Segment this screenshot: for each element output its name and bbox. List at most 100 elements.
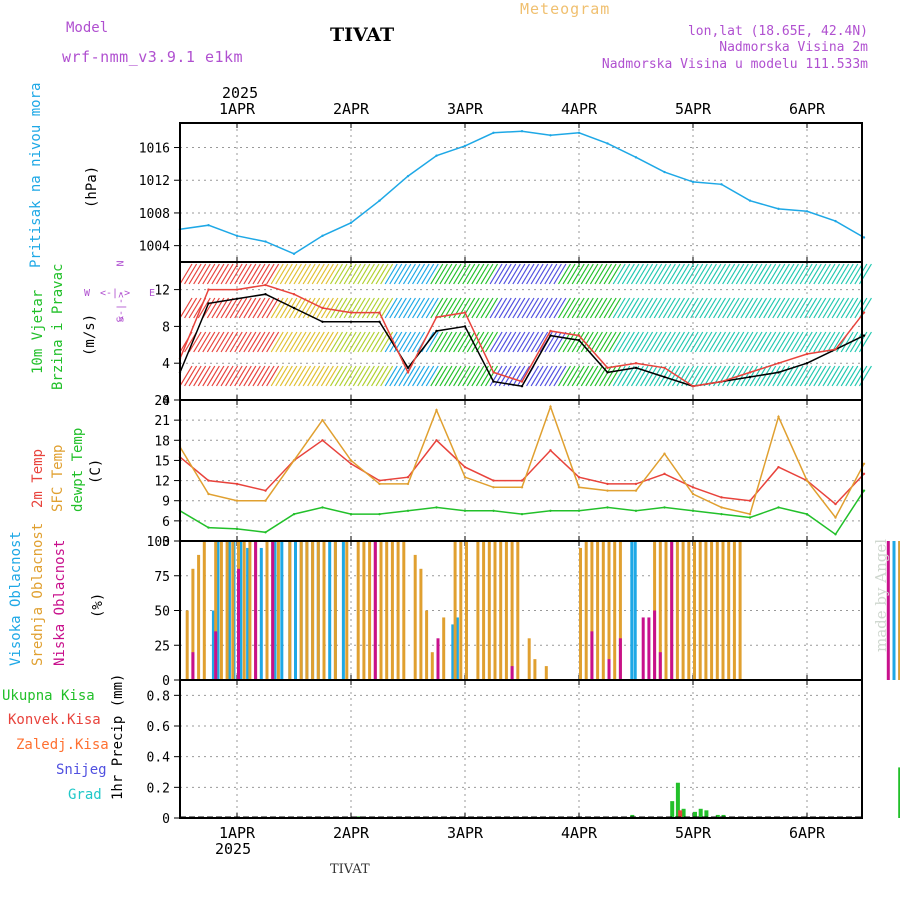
wind-barb	[767, 365, 781, 387]
wind-barb	[202, 331, 216, 353]
wind-barb	[507, 297, 521, 319]
temp-side-label-sfc: SFC Temp	[50, 444, 66, 512]
wind-barb	[320, 365, 334, 387]
wind-barb	[544, 263, 558, 285]
wind-barb	[320, 297, 334, 319]
wind-barb	[717, 297, 731, 319]
wind-point	[321, 306, 324, 310]
temperature-point	[691, 486, 695, 489]
wind-barb	[366, 331, 380, 353]
cloud-bar	[681, 541, 685, 680]
wind-barb	[626, 297, 640, 319]
cloud-bar	[419, 568, 423, 680]
wind-barb	[247, 331, 261, 353]
pressure-ytick-label: 1008	[139, 207, 170, 222]
wind-barb	[430, 263, 444, 285]
cloud-bar	[214, 541, 218, 680]
wind-barb	[553, 263, 567, 285]
wind-barb	[288, 263, 302, 285]
wind-barb	[407, 263, 421, 285]
wind-barb	[393, 297, 407, 319]
wind-barb	[808, 331, 822, 353]
wind-barb	[466, 297, 480, 319]
wind-barb	[548, 297, 562, 319]
wind-barb	[799, 331, 813, 353]
wind-barb	[676, 331, 690, 353]
wind-barb	[785, 297, 799, 319]
wind-barb	[320, 331, 334, 353]
temperature-ytick-label: 21	[154, 414, 170, 429]
wind-barb	[202, 365, 216, 387]
wind-point	[634, 362, 638, 365]
wind-barb	[412, 297, 426, 319]
wind-barb	[612, 263, 626, 285]
wind-barb	[402, 297, 416, 319]
wind-barb	[279, 331, 293, 353]
cloud-bar	[430, 652, 434, 680]
wind-barb	[366, 297, 380, 319]
wind-barb	[220, 331, 234, 353]
wind-point	[378, 320, 381, 323]
wind-barb	[553, 297, 567, 319]
wind-barb	[649, 331, 663, 353]
wind-barb	[298, 263, 312, 285]
wind-barb	[599, 297, 613, 319]
temperature-point	[207, 526, 210, 529]
wind-barb	[530, 297, 544, 319]
temperature-point	[406, 482, 410, 486]
wind-barb	[339, 331, 353, 353]
wind-barb	[316, 365, 330, 387]
wind-barb	[608, 331, 622, 353]
pressure-ytick-label: 1012	[139, 174, 170, 189]
wind-barb	[617, 331, 631, 353]
wind-point	[292, 306, 296, 310]
wind-barb	[371, 297, 385, 319]
wind-barb	[854, 263, 868, 285]
cloud-bar	[710, 541, 714, 680]
wind-barb	[443, 263, 457, 285]
temperature-point	[577, 509, 581, 512]
temperature-point	[435, 408, 438, 412]
wind-barb	[434, 331, 448, 353]
wind-barb	[749, 297, 763, 319]
wind-barb	[225, 365, 239, 387]
wind-barb	[589, 331, 603, 353]
cloud-ytick-label: 50	[154, 605, 170, 620]
wind-barb	[740, 365, 754, 387]
wind-barb	[284, 331, 298, 353]
model-name: wrf-nmm_v3.9.1 e1km	[62, 48, 244, 66]
wind-point	[207, 302, 210, 305]
wind-barb	[731, 263, 745, 285]
wind-barb	[238, 365, 252, 387]
wind-barb	[412, 365, 426, 387]
wind-barb	[749, 263, 763, 285]
wind-barb	[380, 365, 394, 387]
cloud-bar	[453, 541, 457, 680]
wind-barb	[708, 297, 722, 319]
temperature-ytick-label: 6	[162, 515, 170, 530]
wind-barb	[667, 365, 681, 387]
wind-barb	[849, 263, 863, 285]
xtick-label-top: 5APR	[675, 100, 712, 118]
wind-barb	[416, 297, 430, 319]
wind-point	[549, 329, 552, 333]
wind-barb	[211, 263, 225, 285]
xtick-label-top: 3APR	[447, 100, 484, 118]
wind-barb	[535, 365, 549, 387]
wind-barb	[270, 365, 284, 387]
xtick-label-top: 6APR	[789, 100, 826, 118]
wind-barb	[530, 263, 544, 285]
temperature-point	[862, 489, 866, 492]
wind-barb	[275, 297, 289, 319]
wind-barb	[671, 263, 685, 285]
wind-barb	[425, 331, 439, 353]
wind-barb	[644, 365, 658, 387]
wind-barb	[630, 297, 644, 319]
wind-barb	[567, 297, 581, 319]
wind-barb	[553, 331, 567, 353]
wind-barb	[544, 297, 558, 319]
precip-bar	[704, 810, 709, 818]
wind-barb	[817, 331, 831, 353]
cloud-bar	[214, 631, 218, 680]
wind-barb	[827, 365, 841, 387]
